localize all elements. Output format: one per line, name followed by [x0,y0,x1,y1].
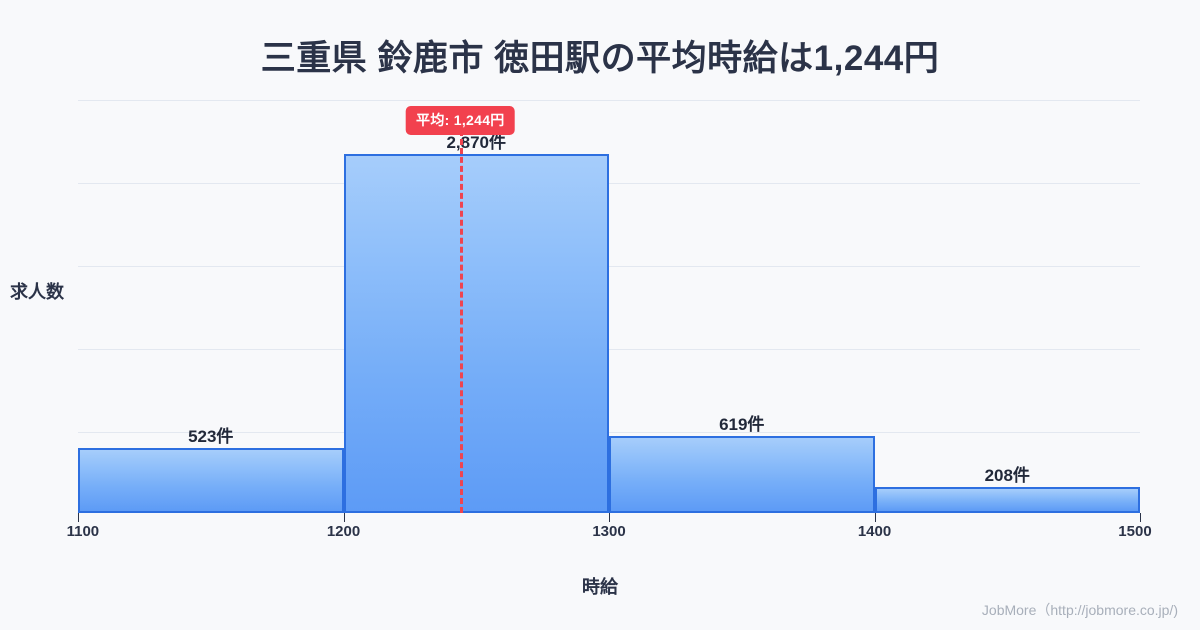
gridline [78,349,1140,350]
x-axis-tick [343,513,345,522]
x-axis-tick-label: 1300 [592,523,626,540]
gridline [78,266,1140,267]
average-badge: 平均: 1,244円 [406,106,515,135]
x-axis-tick [1140,513,1141,522]
histogram-bar [78,447,344,513]
gridline [78,100,1140,101]
bar-value-label: 208件 [984,465,1030,485]
histogram-bar [343,153,609,513]
x-axis-tick [874,513,876,522]
average-line [460,130,464,513]
gridline [78,183,1140,184]
plot-area [78,100,1140,513]
x-axis-tick [609,513,610,522]
x-axis-tick-label: 1400 [857,523,892,540]
x-axis-tick-label: 1500 [1118,523,1152,540]
x-axis-label: 時給 [582,577,618,597]
x-axis-tick-label: 1200 [326,523,361,540]
histogram-bar [874,486,1140,513]
bar-value-label: 619件 [719,414,765,434]
bar-value-label: 523件 [188,426,234,446]
x-axis-tick [78,513,79,522]
watermark: JobMore（http://jobmore.co.jp/) [981,602,1178,618]
gridline [78,432,1140,433]
histogram-bar [609,435,875,513]
x-axis-tick-label: 1100 [66,523,100,540]
page-title: 三重県 鈴鹿市 徳田駅の平均時給は1,244円 [260,39,940,78]
y-axis-label: 求人数 [10,282,64,302]
